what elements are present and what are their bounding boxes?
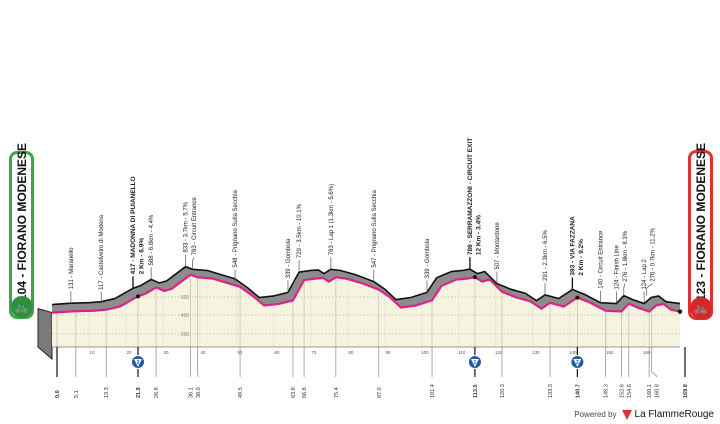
km-marker-label: 63.8 bbox=[291, 387, 297, 398]
x-tick-label: 10 bbox=[89, 350, 95, 355]
waypoint-dot bbox=[472, 275, 477, 280]
waypoint-label: 124 - Lap 2 bbox=[642, 259, 648, 290]
x-tick-label: 60 bbox=[274, 350, 280, 355]
x-tick-label: 90 bbox=[385, 350, 391, 355]
km-marker-label: 38.0 bbox=[196, 387, 202, 398]
powered-by: Powered by La FlammeRouge bbox=[574, 409, 714, 420]
waypoint-label: 140 - Circuit Entrance bbox=[598, 230, 604, 289]
finish-dot bbox=[677, 309, 683, 314]
waypoint-label: 786 - SERRAMAZZONI - CIRCUIT EXIT bbox=[467, 138, 474, 255]
kom-marker-icon: 1 bbox=[467, 355, 482, 369]
x-tick-label: 80 bbox=[348, 350, 354, 355]
finish-label: 123 - FIORANO MODENESE bbox=[693, 142, 708, 301]
x-tick-label: 160 bbox=[643, 350, 651, 355]
kom-marker-label: 1 bbox=[474, 360, 477, 366]
waypoint-dot bbox=[575, 295, 580, 300]
waypoint-climb-label: 2 Km - 9.2% bbox=[578, 239, 585, 276]
kom-marker-triangle bbox=[470, 359, 479, 367]
brand-name: La FlammeRouge bbox=[634, 409, 714, 420]
km-marker-label: 21.9 bbox=[136, 387, 142, 398]
start-banner: 104 - FIORANO MODENESE 🚲 bbox=[9, 143, 34, 319]
kom-marker-label: 2 bbox=[576, 360, 579, 366]
km-marker-label: 160.8 bbox=[655, 384, 661, 398]
km-marker-label: 154.6 bbox=[627, 384, 633, 398]
waypoint-label: 588 - 6.8km - 4.4% bbox=[149, 214, 155, 265]
waypoint-label: 291 - 2.3km - 6.5% bbox=[543, 230, 549, 281]
km-marker-label: 133.3 bbox=[548, 384, 554, 398]
waypoint-climb-label: 12 Km - 3.4% bbox=[475, 215, 482, 255]
finish-banner: 123 - FIORANO MODENESE 🚲 bbox=[688, 143, 713, 320]
powered-by-text: Powered by bbox=[574, 410, 617, 419]
x-tick-label: 120 bbox=[495, 350, 503, 355]
waypoint-label: 117 - Castelvetro di Modena bbox=[99, 214, 105, 290]
km-marker-label: 113.0 bbox=[473, 385, 479, 398]
km-marker-label: 5.1 bbox=[74, 390, 80, 398]
x-tick-label: 150 bbox=[606, 350, 614, 355]
km-marker-label: 66.8 bbox=[302, 387, 308, 398]
x-tick-label: 30 bbox=[163, 350, 169, 355]
x-tick-label: 140 bbox=[569, 350, 577, 355]
cyclist-icon: 🚲 bbox=[689, 297, 712, 319]
waypoint-leader-line bbox=[646, 283, 653, 296]
km-marker-leader bbox=[651, 371, 657, 377]
start-label: 104 - FIORANO MODENESE bbox=[14, 143, 29, 302]
flame-icon bbox=[621, 409, 632, 420]
waypoint-label: 276 - 0.7km - 11.2% bbox=[651, 227, 657, 281]
waypoint-label: 729 - 3.5km - 10.1% bbox=[297, 203, 303, 258]
profile-elevation-line bbox=[51, 273, 681, 314]
waypoint-label: 548 - Prignano Sulla Secchia bbox=[233, 189, 239, 267]
waypoint-label: 783 - Circuit Entrance bbox=[192, 197, 198, 256]
waypoint-label: 339 - Gombola bbox=[425, 238, 431, 278]
km-marker-label: 36.1 bbox=[189, 387, 195, 398]
km-marker-label: 49.5 bbox=[238, 387, 244, 398]
grid-label: 600 bbox=[181, 295, 190, 301]
km-marker-label: 0.0 bbox=[55, 390, 61, 398]
km-marker-label: 13.3 bbox=[104, 387, 110, 398]
kom-marker-icon: 2 bbox=[570, 355, 585, 369]
waypoint-climb-label: 2 Km - 6.9% bbox=[138, 238, 145, 275]
km-marker-label: 26.8 bbox=[154, 387, 160, 398]
cyclist-icon: 🚲 bbox=[10, 296, 33, 318]
km-marker-label: 148.3 bbox=[603, 384, 609, 398]
km-marker-label: 160.1 bbox=[647, 384, 653, 398]
waypoint-label: 417 - MADONNA DI PUIANELLO bbox=[130, 176, 137, 274]
x-tick-label: 70 bbox=[311, 350, 317, 355]
x-tick-label: 20 bbox=[126, 350, 132, 355]
x-tick-label: 100 bbox=[421, 350, 429, 355]
grid-label: 400 bbox=[181, 313, 190, 319]
km-marker-label: 120.3 bbox=[500, 384, 506, 398]
km-marker-label: 169.8 bbox=[683, 384, 689, 398]
waypoint-label: 276 - 1.8km - 8.3% bbox=[623, 230, 629, 281]
grid-label: 200 bbox=[181, 332, 190, 338]
brand-logo[interactable]: La FlammeRouge bbox=[621, 409, 714, 420]
waypoint-leader-line bbox=[623, 283, 626, 296]
kom-marker-triangle bbox=[573, 359, 582, 367]
waypoint-label: 131 - Maranello bbox=[69, 247, 75, 289]
km-marker-label: 140.7 bbox=[575, 384, 581, 398]
profile-fill-area bbox=[52, 274, 680, 347]
km-marker-label: 101.4 bbox=[430, 384, 436, 398]
kom-marker-icon: 3 bbox=[130, 355, 145, 369]
x-tick-label: 130 bbox=[532, 350, 540, 355]
kom-marker-label: 3 bbox=[137, 360, 140, 366]
km-marker-label: 87.0 bbox=[377, 387, 383, 398]
waypoint-label: 393 - VIA FAZZANA bbox=[569, 216, 576, 276]
waypoint-label: 507 - Montardone bbox=[495, 222, 501, 270]
waypoint-dot bbox=[135, 294, 140, 299]
x-tick-label: 40 bbox=[200, 350, 206, 355]
kom-marker-triangle bbox=[133, 359, 142, 367]
waypoint-label: 339 - Gombola bbox=[286, 238, 292, 278]
km-marker-label: 152.6 bbox=[619, 384, 625, 398]
km-marker-label: 75.4 bbox=[334, 387, 340, 398]
profile-side-face bbox=[37, 307, 53, 361]
profile-back-line bbox=[51, 265, 681, 306]
waypoint-label: 783 - Lap 1 (1.3km - 5.6%) bbox=[329, 184, 335, 255]
waypoint-label: 547 - Prignano Sulla Secchia bbox=[372, 190, 378, 268]
waypoint-label: 833 - 3.7km - 5.7% bbox=[184, 201, 190, 252]
x-tick-label: 110 bbox=[458, 350, 466, 355]
waypoint-label: 124 - Finish Line bbox=[614, 245, 620, 290]
waypoint-leader-line bbox=[192, 257, 195, 270]
